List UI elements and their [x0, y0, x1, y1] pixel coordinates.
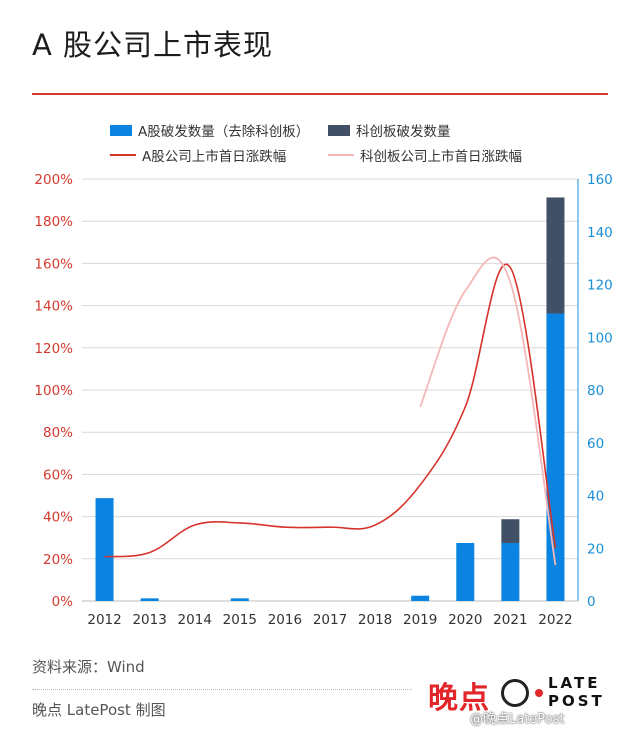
chart-legend: A股破发数量（去除科创板） 科创板破发数量 A股公司上市首日涨跌幅 科创板公司上… — [0, 120, 640, 170]
x-axis-tick-label: 2018 — [358, 612, 392, 628]
legend-swatch-pink-line — [328, 154, 354, 156]
line-star-first-day — [419, 256, 557, 566]
logo-text-late: LATE — [548, 674, 601, 692]
bar-a-ipo-count — [411, 595, 430, 601]
bar-a-ipo-count — [95, 498, 114, 601]
x-axis-tick-label: 2021 — [493, 612, 527, 628]
bar-star-ipo-count — [546, 197, 565, 314]
footer-divider — [32, 689, 412, 690]
chart-title: A 股公司上市表现 — [32, 28, 274, 62]
left-axis-tick-label: 20% — [43, 552, 73, 568]
chart-canvas: 0%20%40%60%80%100%120%140%160%180%200%02… — [34, 172, 613, 628]
legend-swatch-blue — [110, 124, 132, 136]
left-axis-tick-label: 120% — [34, 341, 73, 357]
right-axis-tick-label: 20 — [587, 541, 604, 557]
left-axis-tick-label: 60% — [43, 467, 73, 483]
legend-swatch-red-line — [110, 154, 136, 156]
right-axis-tick-label: 80 — [587, 383, 604, 399]
right-axis-tick-label: 60 — [587, 436, 604, 452]
legend-label: 科创板破发数量 — [356, 124, 451, 140]
left-axis-tick-label: 140% — [34, 299, 73, 315]
x-axis-tick-label: 2014 — [178, 612, 212, 628]
right-axis-tick-label: 140 — [587, 225, 613, 241]
left-axis-tick-label: 100% — [34, 383, 73, 399]
x-axis-tick-label: 2020 — [448, 612, 482, 628]
right-axis-tick-label: 120 — [587, 278, 613, 294]
logo-dot-icon — [535, 689, 543, 697]
left-axis-tick-label: 180% — [34, 214, 73, 230]
bar-a-ipo-count — [140, 598, 159, 601]
x-axis-tick-label: 2015 — [223, 612, 257, 628]
legend-item-star-ipo-count: 科创板破发数量 — [328, 120, 451, 140]
logo-text-post: POST — [548, 692, 605, 710]
credit-note: 晚点 LatePost 制图 — [32, 701, 166, 719]
source-note: 资料来源：Wind — [32, 658, 145, 676]
legend-swatch-dark — [328, 124, 350, 136]
bar-a-ipo-count — [456, 542, 475, 601]
left-axis-tick-label: 80% — [43, 425, 73, 441]
legend-item-star-first-day: 科创板公司上市首日涨跌幅 — [328, 145, 522, 165]
x-axis-tick-label: 2019 — [403, 612, 437, 628]
bar-star-ipo-count — [501, 519, 520, 543]
right-axis-tick-label: 0 — [587, 594, 596, 610]
legend-label: 科创板公司上市首日涨跌幅 — [360, 149, 522, 165]
right-axis-tick-label: 100 — [587, 330, 613, 346]
legend-label: A股破发数量（去除科创板） — [138, 124, 310, 140]
legend-item-a-first-day: A股公司上市首日涨跌幅 — [110, 145, 286, 165]
x-axis-tick-label: 2016 — [268, 612, 302, 628]
right-axis-tick-label: 160 — [587, 172, 613, 188]
title-divider — [32, 93, 608, 95]
line-a-first-day — [104, 263, 557, 558]
left-axis-tick-label: 200% — [34, 172, 73, 188]
logo-chinese: 晚点 — [428, 681, 490, 716]
logo-circle-icon — [501, 679, 529, 707]
x-axis-tick-label: 2022 — [538, 612, 572, 628]
bar-a-ipo-count — [230, 598, 249, 601]
x-axis-tick-label: 2017 — [313, 612, 347, 628]
bar-a-ipo-count — [501, 542, 520, 601]
left-axis-tick-label: 40% — [43, 510, 73, 526]
x-axis-tick-label: 2013 — [132, 612, 166, 628]
watermark: @晚点LatePost — [470, 712, 565, 727]
bar-a-ipo-count — [546, 313, 565, 601]
legend-item-a-ipo-count: A股破发数量（去除科创板） — [110, 120, 309, 140]
x-axis-tick-label: 2012 — [87, 612, 121, 628]
legend-label: A股公司上市首日涨跌幅 — [142, 149, 287, 165]
right-axis-tick-label: 40 — [587, 489, 604, 505]
left-axis-tick-label: 160% — [34, 256, 73, 272]
left-axis-tick-label: 0% — [52, 594, 74, 610]
